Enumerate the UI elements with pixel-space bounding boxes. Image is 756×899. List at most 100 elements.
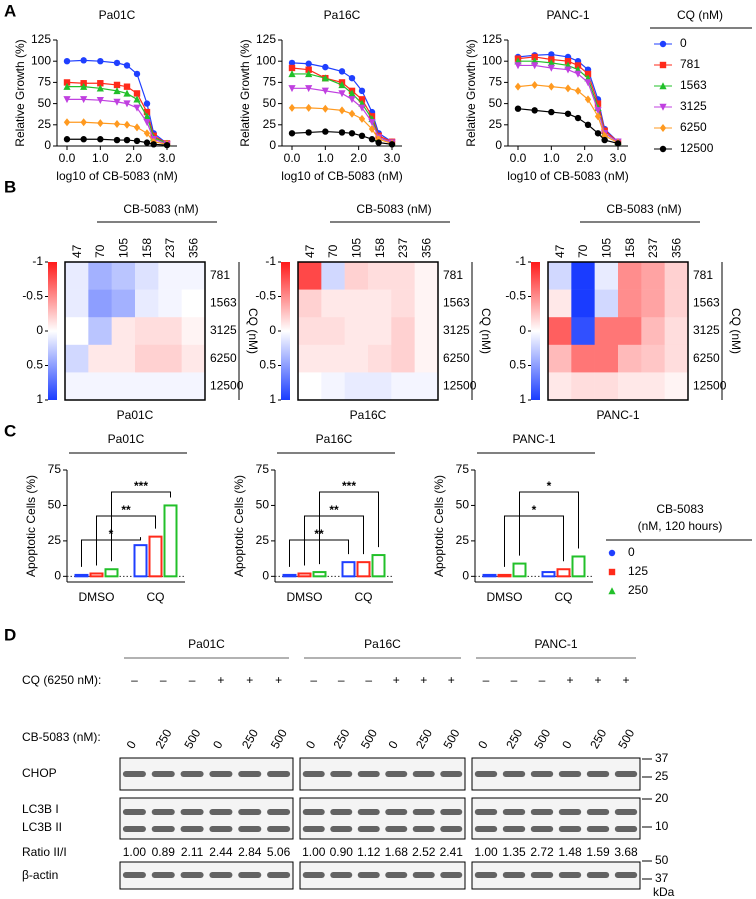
blot-box [471, 797, 641, 840]
marker [531, 62, 539, 70]
legend-label: 781 [680, 57, 700, 71]
significance-label: ** [121, 503, 131, 517]
bar [312, 571, 327, 578]
heat-cell [181, 262, 206, 290]
marker [113, 81, 121, 89]
marker [548, 108, 555, 116]
blot-box [119, 861, 294, 890]
marker [133, 104, 141, 112]
heat-cell [344, 262, 369, 290]
colorbar-tick-label: 0 [36, 323, 43, 337]
band [530, 872, 554, 878]
y-tick-label: 25 [456, 533, 470, 547]
marker [163, 141, 171, 149]
y-tick-label: 125 [256, 32, 276, 46]
x-tick-label: 237 [646, 238, 660, 258]
band [412, 826, 435, 832]
heat-cell [321, 262, 345, 290]
y-tick-label: 75 [48, 462, 62, 476]
cb-dose: 500 [268, 726, 290, 751]
band [209, 826, 233, 832]
band [122, 771, 146, 777]
marker [305, 129, 312, 136]
marker [123, 100, 131, 108]
significance-label: *** [134, 479, 148, 493]
cq-sign: – [160, 673, 167, 687]
cb-dose: 250 [503, 726, 525, 751]
ratio-value: 0.90 [330, 845, 354, 859]
band [558, 771, 582, 777]
marker [123, 89, 131, 97]
bar [282, 573, 297, 578]
band [151, 771, 175, 777]
marker [97, 119, 104, 128]
marker [63, 82, 71, 90]
x-tick-label: DMSO [79, 590, 115, 604]
band [122, 809, 146, 815]
band [302, 872, 325, 878]
band [151, 826, 175, 832]
ratio-value: 1.35 [502, 845, 526, 859]
y-tick-label: 75 [263, 75, 277, 89]
cb-dose: 0 [475, 738, 491, 751]
chart-title: Pa16C [316, 432, 353, 446]
marker [63, 79, 71, 86]
band [586, 826, 610, 832]
heat-cell [181, 317, 206, 346]
marker [96, 97, 104, 105]
cb-dose: 0 [210, 738, 226, 751]
heat-cell [571, 344, 595, 373]
heat-cell [321, 372, 345, 401]
heat-cell [181, 289, 206, 318]
x-axis-label: log10 of CB-5083 (nM) [281, 169, 402, 183]
cq-sign: + [275, 673, 282, 687]
marker [584, 70, 592, 78]
heat-cell [391, 317, 415, 346]
colorbar-tick-label: 0.5 [509, 358, 526, 372]
heat-cell [664, 344, 689, 373]
marker [63, 118, 71, 127]
chart-title: Pa01C [117, 408, 154, 422]
heat-cell [298, 289, 322, 318]
band [238, 771, 262, 777]
heat-cell [548, 317, 572, 346]
heat-cell [391, 344, 415, 373]
ratio-value: 2.11 [181, 845, 204, 859]
band [586, 872, 610, 878]
band [530, 809, 554, 815]
heat-cell [641, 372, 665, 401]
cq-sign: – [338, 673, 345, 687]
heat-cell [158, 262, 182, 290]
y-tick-label: 6250 [443, 351, 470, 365]
heat-frame [547, 261, 689, 401]
band [502, 809, 526, 815]
row-label: CQ (6250 nM): [22, 673, 101, 687]
colorbar-tick-label: -0.5 [255, 289, 276, 303]
heat-cell [368, 372, 392, 401]
bar [341, 561, 356, 578]
cb-dose: 250 [587, 726, 609, 751]
legend-label: 0 [680, 36, 687, 50]
heat-cell [641, 317, 665, 346]
colorbar [281, 262, 290, 400]
x-axis-label: CB-5083 (nM) [606, 202, 681, 216]
heat-cell [111, 317, 136, 346]
marker [288, 103, 296, 112]
band-label: β-actin [22, 868, 58, 882]
marker [133, 123, 141, 132]
y-tick-label: 75 [256, 462, 270, 476]
marker [63, 96, 71, 104]
x-tick-label: 0.0 [284, 151, 301, 165]
marker [305, 66, 312, 73]
band [238, 809, 262, 815]
x-tick-label: DMSO [487, 590, 523, 604]
marker [514, 62, 522, 70]
band [412, 809, 435, 815]
x-tick-label: 1.0 [543, 151, 560, 165]
x-tick-label: 70 [93, 244, 107, 258]
y-axis-label: CQ (nM) [479, 308, 493, 354]
band [474, 872, 498, 878]
marker [564, 58, 572, 65]
marker [548, 82, 555, 91]
marker [113, 136, 121, 144]
